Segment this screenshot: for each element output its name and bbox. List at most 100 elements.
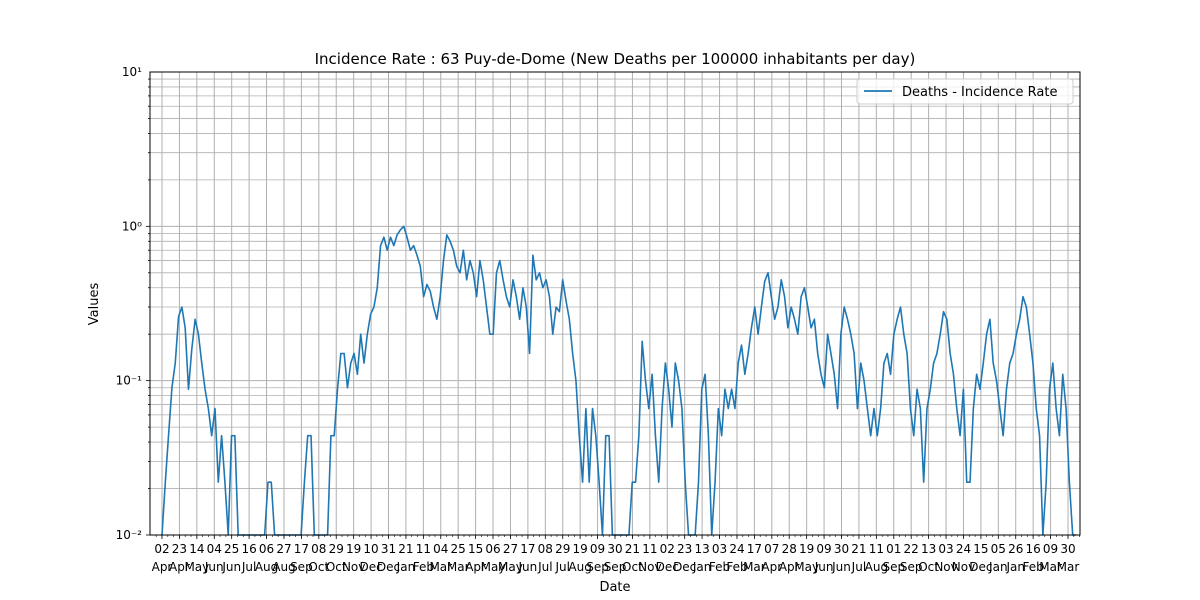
x-tick-month: Jun — [814, 560, 834, 574]
x-tick-month: Sep — [882, 560, 905, 574]
x-tick-day: 23 — [172, 542, 187, 556]
x-tick-month: Jun — [204, 560, 224, 574]
x-tick-month: Feb — [709, 560, 730, 574]
x-tick-month: May — [481, 560, 506, 574]
x-tick-month: Sep — [290, 560, 313, 574]
x-tick-day: 17 — [294, 542, 309, 556]
x-tick-day: 21 — [398, 542, 413, 556]
x-tick-month: Aug — [865, 560, 888, 574]
x-tick-day: 09 — [1043, 542, 1058, 556]
x-tick-month: Dec — [656, 560, 679, 574]
x-tick-day: 24 — [729, 542, 744, 556]
x-tick-day: 08 — [538, 542, 553, 556]
x-tick-month: Feb — [1023, 560, 1044, 574]
x-tick-day: 02 — [660, 542, 675, 556]
x-tick-day: 09 — [590, 542, 605, 556]
x-tick-month: Apr — [465, 560, 486, 574]
x-tick-day: 30 — [607, 542, 622, 556]
x-tick-month: Feb — [726, 560, 747, 574]
x-tick-day: 30 — [1060, 542, 1075, 556]
x-tick-day: 24 — [956, 542, 971, 556]
x-tick-day: 23 — [677, 542, 692, 556]
x-tick-month: Mar — [447, 560, 470, 574]
x-tick-month: Jul — [537, 560, 552, 574]
y-axis-label: Values — [87, 283, 102, 326]
x-tick-day: 28 — [782, 542, 797, 556]
x-axis-label: Date — [599, 580, 630, 595]
x-tick-month: Jan — [692, 560, 712, 574]
x-tick-month: Oct — [308, 560, 329, 574]
x-tick-day: 03 — [938, 542, 953, 556]
x-tick-day: 11 — [416, 542, 431, 556]
x-tick-day: 06 — [485, 542, 500, 556]
y-axis-ticks: 10⁻² 10⁻¹ 10⁰ 10¹ — [116, 65, 150, 542]
x-tick-month: Mar — [1039, 560, 1062, 574]
x-tick-month: Jan — [988, 560, 1008, 574]
x-tick-month: Jun — [831, 560, 851, 574]
x-tick-day: 10 — [363, 542, 378, 556]
x-tick-month: Dec — [673, 560, 696, 574]
x-tick-month: Dec — [969, 560, 992, 574]
x-tick-month: Mar — [429, 560, 452, 574]
x-tick-day: 15 — [468, 542, 483, 556]
x-tick-month: Dec — [359, 560, 382, 574]
x-tick-day: 21 — [625, 542, 640, 556]
x-tick-day: 29 — [555, 542, 570, 556]
legend: Deaths - Incidence Rate — [856, 78, 1074, 105]
x-tick-month: May — [794, 560, 819, 574]
x-tick-month: Aug — [272, 560, 295, 574]
x-tick-month: May — [498, 560, 523, 574]
x-tick-month: Oct — [622, 560, 643, 574]
x-tick-day: 08 — [311, 542, 326, 556]
x-tick-month: Sep — [604, 560, 627, 574]
x-tick-day: 27 — [503, 542, 518, 556]
x-tick-day: 26 — [1008, 542, 1023, 556]
x-axis-ticks: 02Apr23Apr14May04Jun25Jun16Jul06Aug27Aug… — [152, 535, 1080, 574]
x-tick-month: Apr — [169, 560, 190, 574]
x-tick-month: Apr — [761, 560, 782, 574]
y-tick-label: 10⁻¹ — [116, 374, 143, 388]
x-tick-month: May — [184, 560, 209, 574]
x-tick-day: 06 — [259, 542, 274, 556]
x-tick-day: 01 — [886, 542, 901, 556]
x-tick-day: 13 — [694, 542, 709, 556]
x-tick-month: Aug — [568, 560, 591, 574]
y-tick-label: 10⁻² — [116, 528, 143, 542]
x-tick-day: 04 — [207, 542, 222, 556]
x-tick-day: 14 — [189, 542, 204, 556]
x-tick-month: Mar — [1057, 560, 1080, 574]
x-tick-month: Jan — [396, 560, 416, 574]
x-tick-day: 21 — [851, 542, 866, 556]
x-tick-day: 16 — [1026, 542, 1041, 556]
x-tick-month: Jul — [554, 560, 569, 574]
y-tick-label: 10⁰ — [122, 219, 142, 233]
x-tick-month: Aug — [255, 560, 278, 574]
x-tick-day: 30 — [834, 542, 849, 556]
x-tick-month: Apr — [152, 560, 173, 574]
x-tick-month: Jan — [1005, 560, 1025, 574]
x-tick-month: Nov — [638, 560, 661, 574]
x-tick-day: 11 — [642, 542, 657, 556]
x-tick-month: Sep — [900, 560, 923, 574]
x-tick-day: 19 — [573, 542, 588, 556]
x-tick-month: Oct — [918, 560, 939, 574]
x-tick-month: Apr — [779, 560, 800, 574]
x-tick-month: Feb — [413, 560, 434, 574]
x-tick-day: 22 — [904, 542, 919, 556]
x-tick-month: Jul — [851, 560, 866, 574]
x-tick-day: 29 — [329, 542, 344, 556]
x-tick-day: 03 — [712, 542, 727, 556]
x-tick-month: Jul — [241, 560, 256, 574]
x-tick-day: 15 — [973, 542, 988, 556]
x-tick-day: 25 — [451, 542, 466, 556]
x-tick-month: Oct — [326, 560, 347, 574]
x-tick-day: 05 — [991, 542, 1006, 556]
x-tick-month: Dec — [377, 560, 400, 574]
legend-box — [856, 78, 1074, 105]
x-tick-day: 07 — [764, 542, 779, 556]
x-tick-month: Jun — [518, 560, 538, 574]
x-tick-day: 02 — [154, 542, 169, 556]
x-tick-day: 04 — [433, 542, 448, 556]
